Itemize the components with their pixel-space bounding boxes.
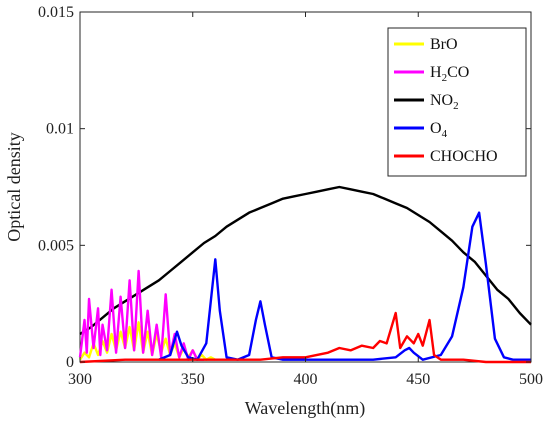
x-tick-label: 450 (406, 371, 430, 388)
series-line-chocho (79, 311, 531, 364)
legend-box (387, 27, 527, 177)
legend-entry: CHOCHO (430, 148, 498, 165)
series-line-h2co (78, 269, 205, 361)
series-line-no2 (79, 185, 532, 336)
tick-layer: 300 350 400 450 500 0 0.005 0.01 0.015 (38, 4, 543, 388)
legend-entry: BrO (430, 36, 458, 53)
y-tick-label: 0.005 (38, 237, 74, 254)
y-tick-label: 0.015 (38, 4, 74, 21)
x-tick-label: 400 (294, 371, 318, 388)
legend-entry: O4 (430, 120, 448, 140)
y-tick-label: 0 (66, 354, 74, 371)
y-tick-label: 0.01 (46, 121, 74, 138)
legend: BrO H2CO NO2 O4 CHOCHO (387, 27, 527, 177)
x-tick-label: 350 (181, 371, 205, 388)
legend-entry: NO2 (430, 92, 459, 112)
legend-entry: H2CO (430, 64, 469, 84)
x-axis-label: Wavelength(nm) (245, 398, 366, 419)
x-tick-label: 300 (68, 371, 92, 388)
y-axis-label: Optical density (4, 132, 24, 241)
x-tick-label: 500 (519, 371, 543, 388)
